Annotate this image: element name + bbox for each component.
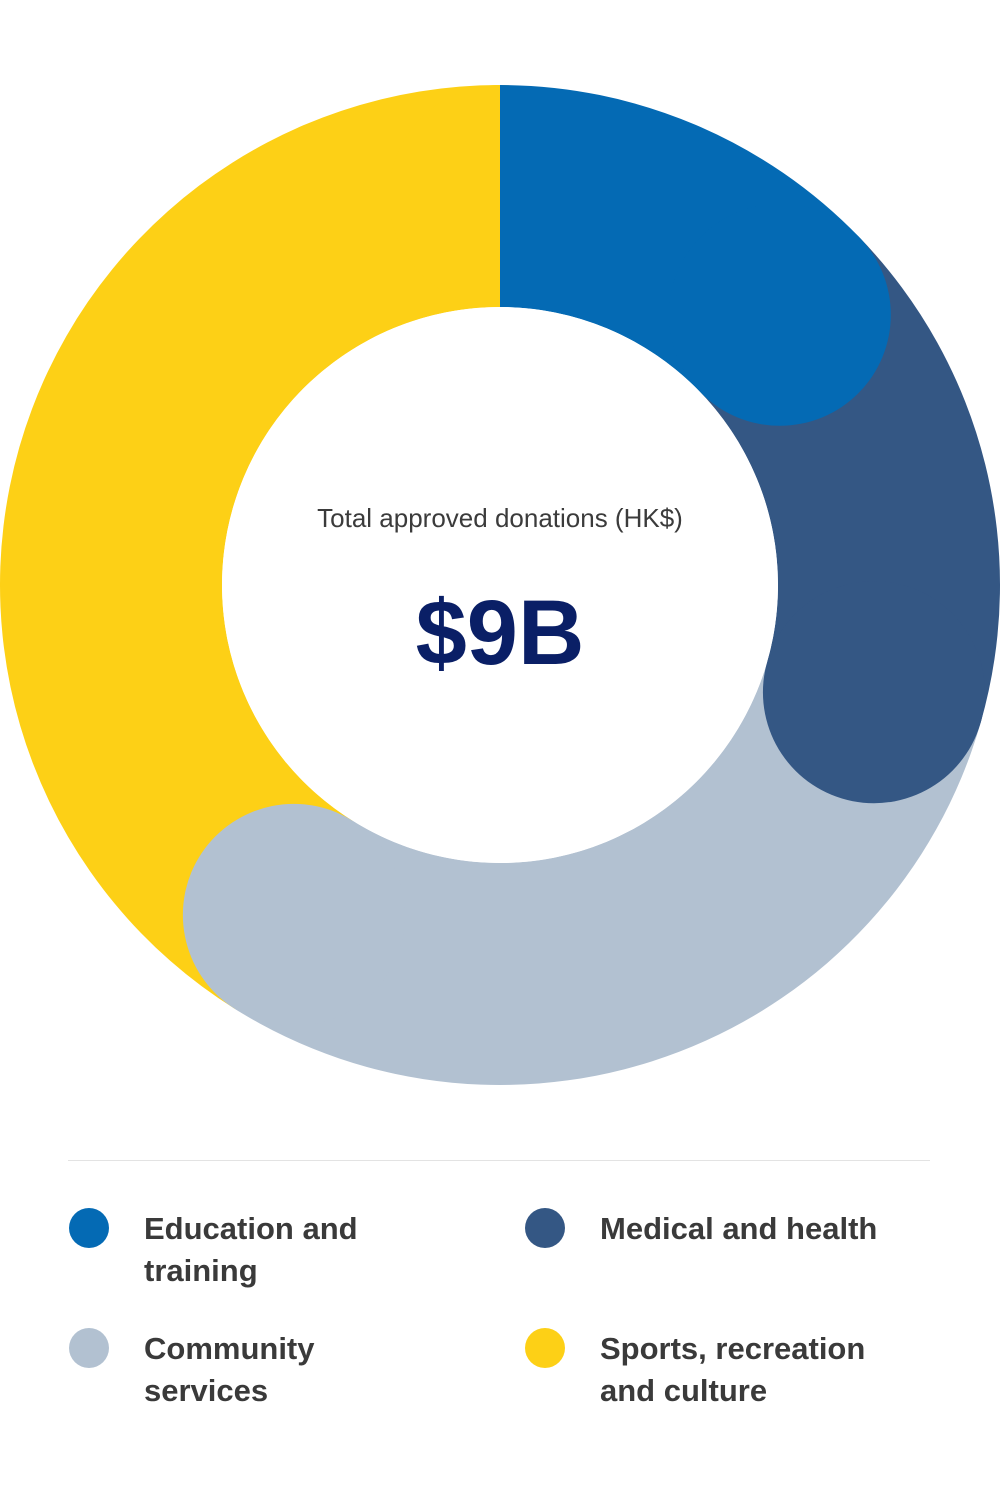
slice-cap-community — [182, 803, 405, 1026]
slice-cap-medical — [762, 581, 985, 804]
donut-hole — [222, 307, 778, 863]
slice-cap-education — [668, 203, 891, 426]
legend-dot-sports — [525, 1328, 565, 1368]
legend-label-sports: Sports, recreation and culture — [600, 1331, 866, 1408]
center-value: $9B — [416, 582, 585, 684]
legend-dot-education — [69, 1208, 109, 1248]
legend-dot-community — [69, 1328, 109, 1368]
legend-dot-medical — [525, 1208, 565, 1248]
donut-chart: Total approved donations (HK$) $9B — [0, 85, 1000, 1086]
legend-label-medical: Medical and health — [600, 1211, 878, 1246]
legend-divider — [68, 1160, 930, 1161]
legend-label-education: Education and training — [144, 1211, 358, 1288]
legend-label-community: Community services — [144, 1331, 315, 1408]
center-label: Total approved donations (HK$) — [317, 503, 683, 533]
donut-ring — [0, 85, 1000, 1086]
slice-sports — [0, 85, 500, 1010]
